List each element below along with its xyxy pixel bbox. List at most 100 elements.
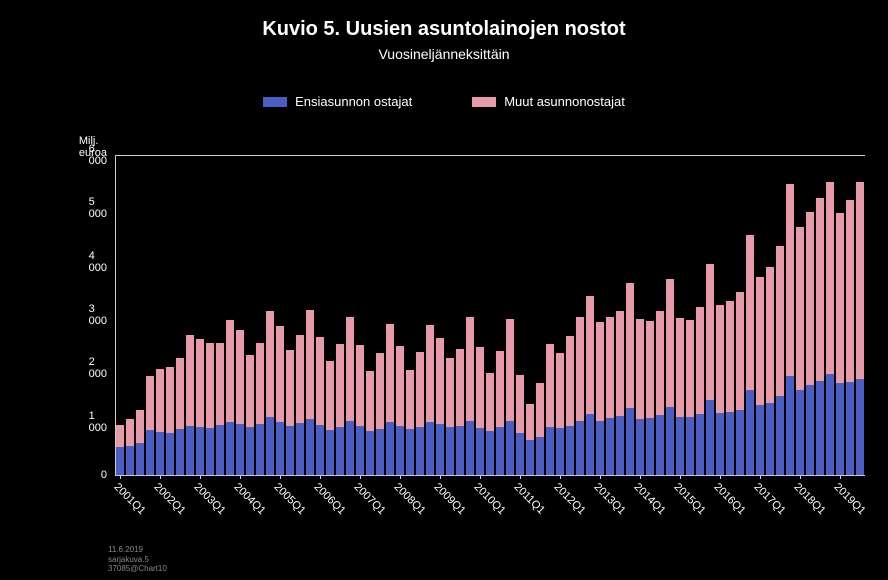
y-tick-label: 0 bbox=[101, 469, 107, 481]
x-tick-label: 2018Q1 bbox=[792, 481, 828, 517]
bar-column bbox=[816, 198, 824, 475]
bar-column bbox=[126, 419, 134, 475]
bar-column bbox=[456, 349, 464, 475]
bar-column bbox=[706, 264, 714, 475]
chart-subtitle: Vuosineljänneksittäin bbox=[0, 46, 888, 62]
y-tick-label: 1 000 bbox=[89, 410, 107, 434]
legend: Ensiasunnon ostajat Muut asunnonostajat bbox=[0, 94, 888, 109]
bar-column bbox=[626, 283, 634, 475]
bar-column bbox=[556, 353, 564, 475]
legend-swatch-other bbox=[472, 97, 496, 107]
plot-area: 01 0002 0003 0004 0005 0006 000Milj. eur… bbox=[115, 155, 865, 475]
bar-column bbox=[486, 373, 494, 475]
bar-column bbox=[326, 361, 334, 475]
x-tick bbox=[160, 475, 161, 479]
bar-segment-first bbox=[506, 421, 514, 475]
bar-column bbox=[376, 353, 384, 475]
bar-segment-first bbox=[306, 419, 314, 475]
bar-segment-first bbox=[726, 412, 734, 475]
bar-segment-first bbox=[656, 415, 664, 475]
bar-segment-other bbox=[636, 319, 644, 419]
bar-segment-first bbox=[846, 382, 854, 475]
bar-segment-first bbox=[206, 428, 214, 475]
bar-column bbox=[196, 339, 204, 475]
bar-segment-first bbox=[376, 429, 384, 475]
bar-segment-other bbox=[786, 184, 794, 376]
bar-segment-first bbox=[686, 417, 694, 475]
bar-column bbox=[146, 376, 154, 475]
bar-column bbox=[136, 410, 144, 475]
bar-segment-other bbox=[156, 369, 164, 432]
bar-segment-other bbox=[826, 182, 834, 374]
bar-segment-other bbox=[606, 317, 614, 418]
bar-segment-other bbox=[396, 346, 404, 426]
bar-column bbox=[236, 330, 244, 475]
legend-label-first: Ensiasunnon ostajat bbox=[295, 94, 412, 109]
bar-segment-other bbox=[366, 371, 374, 431]
bar-segment-other bbox=[296, 335, 304, 423]
x-tick bbox=[560, 475, 561, 479]
bar-segment-first bbox=[576, 421, 584, 475]
bar-segment-first bbox=[326, 430, 334, 475]
bar-segment-first bbox=[496, 427, 504, 475]
bar-segment-other bbox=[266, 311, 274, 418]
bar-column bbox=[206, 343, 214, 475]
bar-segment-other bbox=[306, 310, 314, 419]
legend-swatch-first bbox=[263, 97, 287, 107]
bar-segment-first bbox=[196, 427, 204, 475]
bar-column bbox=[546, 344, 554, 475]
bar-segment-other bbox=[626, 283, 634, 408]
bar-column bbox=[366, 371, 374, 475]
bar-segment-other bbox=[526, 404, 534, 440]
bar-column bbox=[836, 213, 844, 475]
bar-segment-other bbox=[616, 311, 624, 417]
bar-segment-first bbox=[416, 427, 424, 475]
bar-segment-first bbox=[476, 428, 484, 475]
bar-segment-first bbox=[616, 416, 624, 475]
bar-column bbox=[596, 322, 604, 475]
x-tick-label: 2013Q1 bbox=[592, 481, 628, 517]
bar-segment-other bbox=[136, 410, 144, 443]
bar-column bbox=[316, 337, 324, 475]
bar-segment-other bbox=[836, 213, 844, 384]
bar-column bbox=[826, 182, 834, 475]
bar-segment-other bbox=[346, 317, 354, 421]
bar-column bbox=[406, 370, 414, 475]
bar-column bbox=[356, 345, 364, 475]
bar-column bbox=[566, 336, 574, 475]
x-tick-label: 2005Q1 bbox=[272, 481, 308, 517]
bar-segment-other bbox=[746, 235, 754, 390]
bar-segment-other bbox=[476, 347, 484, 428]
bar-segment-first bbox=[636, 419, 644, 475]
bar-column bbox=[186, 335, 194, 475]
bar-segment-other bbox=[486, 373, 494, 432]
x-tick-label: 2004Q1 bbox=[232, 481, 268, 517]
x-tick-label: 2016Q1 bbox=[712, 481, 748, 517]
x-tick-label: 2002Q1 bbox=[152, 481, 188, 517]
bar-segment-first bbox=[146, 430, 154, 475]
x-tick bbox=[120, 475, 121, 479]
bar-column bbox=[276, 326, 284, 475]
bar-segment-other bbox=[216, 343, 224, 426]
bar-segment-first bbox=[336, 427, 344, 475]
bar-column bbox=[666, 279, 674, 475]
x-tick-label: 2014Q1 bbox=[632, 481, 668, 517]
bar-segment-first bbox=[666, 407, 674, 475]
bar-segment-first bbox=[396, 426, 404, 475]
x-tick-label: 2007Q1 bbox=[352, 481, 388, 517]
footer-line: sarjakuva.5 bbox=[108, 555, 167, 565]
bar-column bbox=[676, 318, 684, 475]
x-tick bbox=[240, 475, 241, 479]
bar-column bbox=[386, 324, 394, 475]
bar-segment-other bbox=[716, 305, 724, 413]
bar-segment-other bbox=[556, 353, 564, 428]
x-tick-label: 2010Q1 bbox=[472, 481, 508, 517]
x-tick bbox=[800, 475, 801, 479]
bar-segment-other bbox=[256, 343, 264, 424]
bar-segment-other bbox=[776, 246, 784, 396]
bar-segment-first bbox=[596, 421, 604, 475]
bar-column bbox=[846, 200, 854, 475]
bar-column bbox=[296, 335, 304, 475]
x-tick-label: 2006Q1 bbox=[312, 481, 348, 517]
bar-segment-other bbox=[376, 353, 384, 429]
